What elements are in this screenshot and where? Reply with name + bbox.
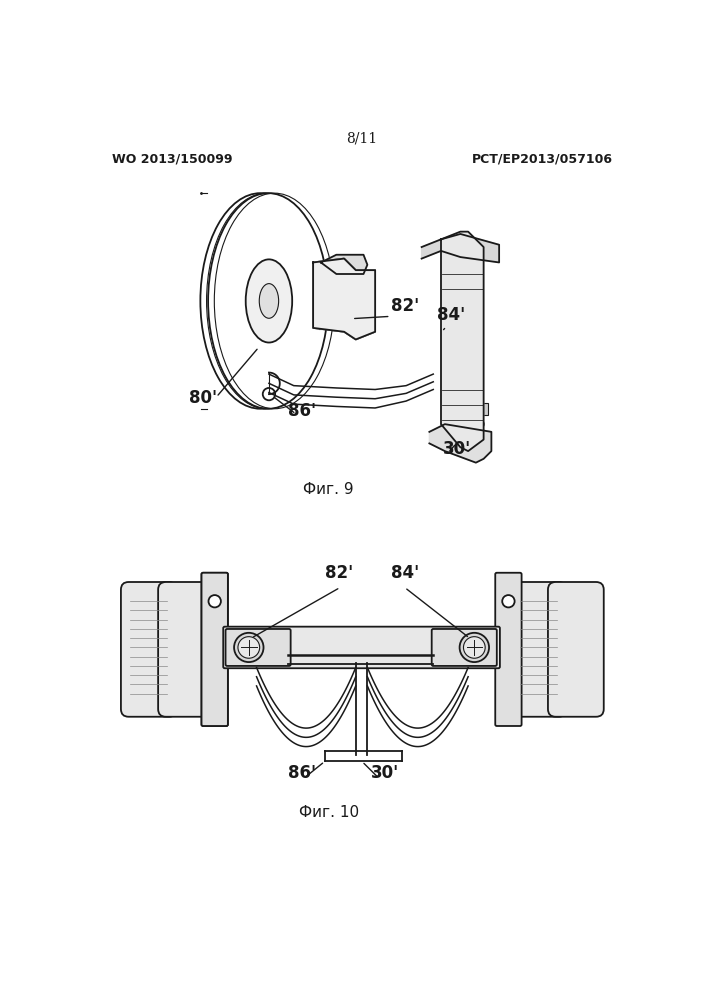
Polygon shape: [429, 424, 491, 463]
Text: 8/11: 8/11: [346, 132, 378, 146]
Ellipse shape: [460, 633, 489, 662]
Text: 86': 86': [288, 402, 317, 420]
Circle shape: [209, 595, 221, 607]
Polygon shape: [313, 259, 375, 339]
Text: 84': 84': [437, 306, 465, 324]
FancyBboxPatch shape: [510, 582, 566, 717]
FancyBboxPatch shape: [223, 627, 500, 668]
Text: PCT/EP2013/057106: PCT/EP2013/057106: [472, 152, 613, 165]
Ellipse shape: [238, 637, 259, 658]
Text: Фиг. 10: Фиг. 10: [298, 805, 358, 820]
Ellipse shape: [214, 193, 334, 409]
Text: 82': 82': [391, 297, 419, 315]
Ellipse shape: [259, 284, 279, 318]
Circle shape: [502, 595, 515, 607]
Text: 80': 80': [189, 389, 217, 407]
FancyBboxPatch shape: [432, 629, 497, 666]
Text: 86': 86': [288, 764, 315, 782]
Polygon shape: [421, 234, 499, 262]
FancyBboxPatch shape: [158, 582, 214, 717]
Text: 82': 82': [325, 564, 353, 582]
Text: WO 2013/150099: WO 2013/150099: [112, 152, 232, 165]
Text: 30': 30': [371, 764, 399, 782]
FancyBboxPatch shape: [548, 582, 604, 717]
Bar: [476, 403, 488, 415]
FancyBboxPatch shape: [121, 582, 177, 717]
FancyBboxPatch shape: [495, 573, 522, 726]
FancyBboxPatch shape: [226, 629, 291, 666]
Circle shape: [263, 388, 275, 400]
Polygon shape: [321, 255, 368, 274]
Text: 30': 30': [443, 440, 471, 458]
FancyBboxPatch shape: [201, 573, 228, 726]
Ellipse shape: [441, 416, 484, 432]
Polygon shape: [441, 232, 484, 451]
Text: Фиг. 9: Фиг. 9: [303, 482, 354, 497]
Bar: [319, 319, 332, 329]
Text: 84': 84': [391, 564, 419, 582]
Ellipse shape: [464, 637, 485, 658]
Bar: [319, 272, 332, 283]
Ellipse shape: [246, 259, 292, 343]
FancyBboxPatch shape: [201, 573, 228, 726]
Ellipse shape: [234, 633, 264, 662]
